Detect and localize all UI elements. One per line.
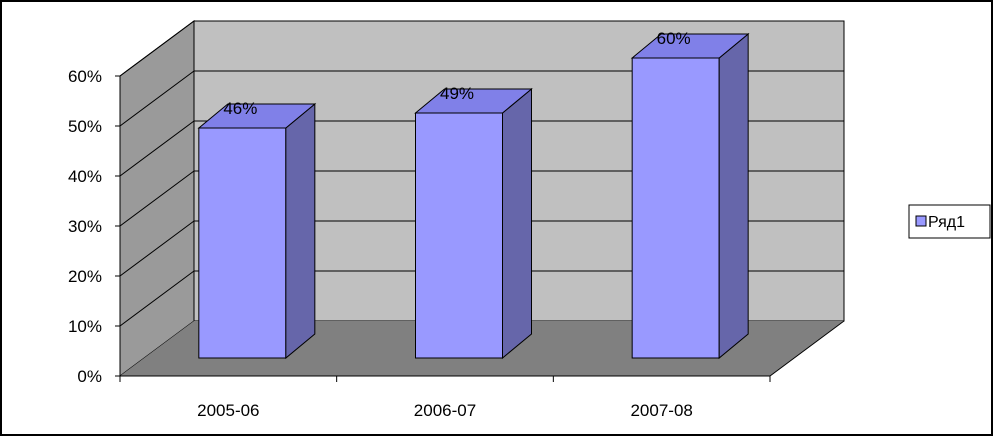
gridline-side xyxy=(119,120,195,177)
x-tick-label: 2006-07 xyxy=(414,401,476,420)
legend-label: Ряд1 xyxy=(928,214,965,231)
bar xyxy=(198,127,287,359)
gridline-side xyxy=(119,70,195,127)
gridline-side xyxy=(119,270,195,327)
data-label: 60% xyxy=(657,29,691,48)
legend-swatch xyxy=(915,215,927,227)
y-tick-label: 60% xyxy=(68,67,102,86)
y-tick-label: 30% xyxy=(68,217,102,236)
bar-top xyxy=(630,33,750,59)
y-tick-label: 20% xyxy=(68,267,102,286)
gridline-side xyxy=(119,20,195,77)
bar-top xyxy=(414,88,533,114)
bar-side xyxy=(502,87,532,360)
x-tick-label: 2005-06 xyxy=(197,401,259,420)
y-tick-label: 0% xyxy=(77,367,102,386)
y-tick-label: 40% xyxy=(68,167,102,186)
x-tick-label: 2007-08 xyxy=(630,401,692,420)
data-label: 46% xyxy=(223,99,257,118)
axes: 0% 10% 20% 30% 40% 50% 60% 2005-06 2006-07 2007-0… xyxy=(68,67,771,420)
gridline-side xyxy=(119,220,195,277)
y-tick-label: 10% xyxy=(68,317,102,336)
bar xyxy=(631,57,720,359)
data-label: 49% xyxy=(440,84,474,103)
bars: 46% 49% 60% xyxy=(197,29,750,360)
bar-side xyxy=(718,32,749,360)
legend: Ряд1 xyxy=(908,204,991,239)
floor-edge xyxy=(769,320,845,377)
bar-top xyxy=(197,103,317,129)
y-tick-label: 50% xyxy=(68,117,102,136)
gridline-side xyxy=(119,170,195,227)
bar xyxy=(415,112,503,359)
bar-side xyxy=(285,102,316,360)
